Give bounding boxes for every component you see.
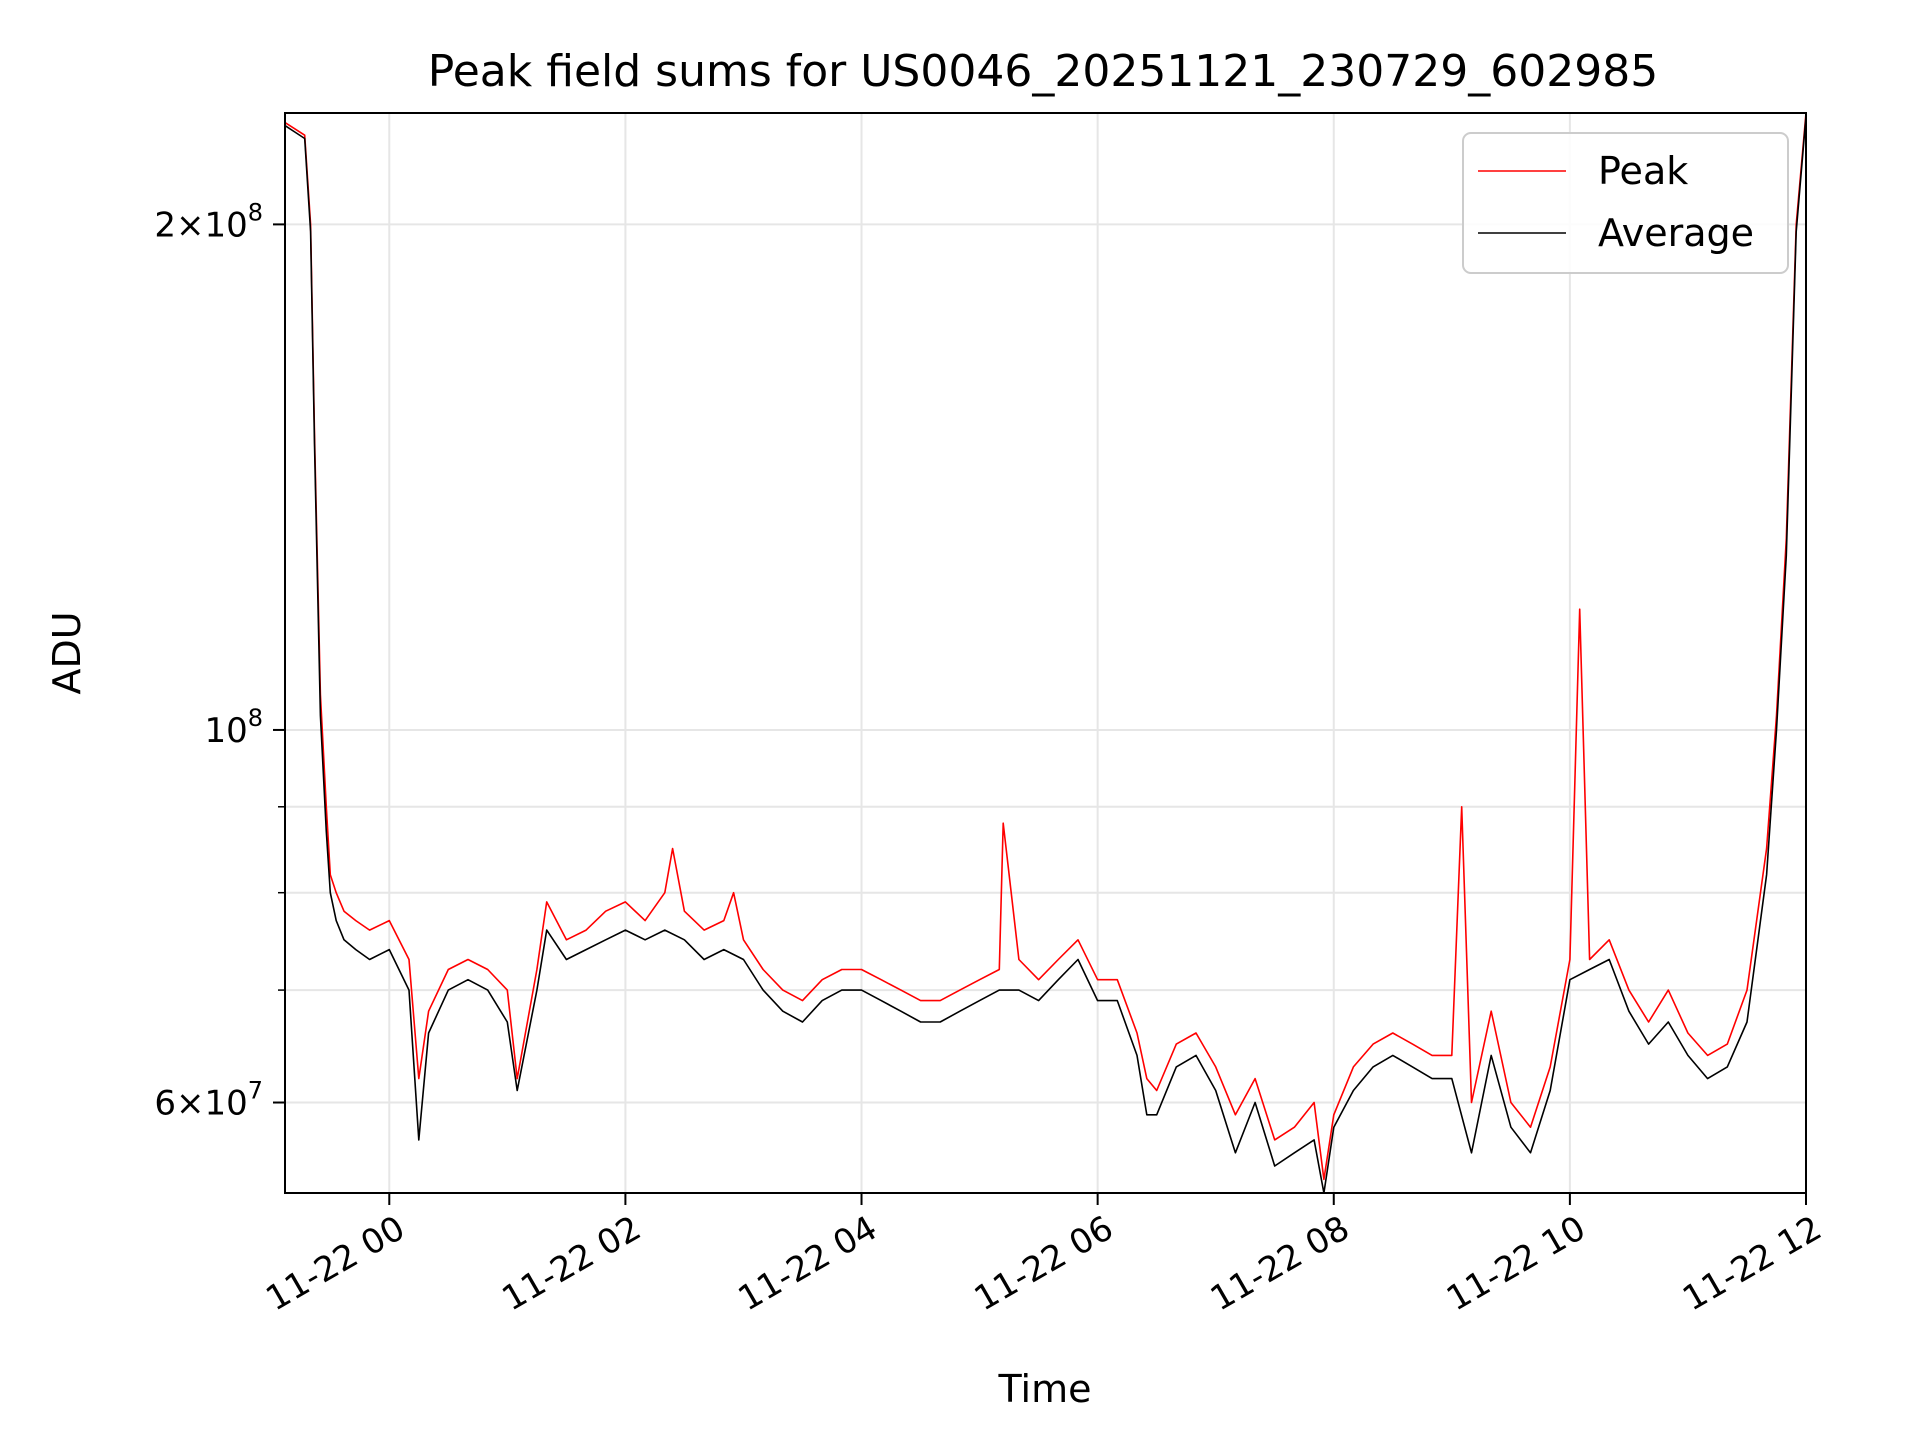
legend-label-average: Average <box>1598 211 1754 255</box>
x-axis-label: Time <box>998 1367 1092 1411</box>
y-tick-label-exponent: 7 <box>248 1077 263 1105</box>
series-line-average <box>285 116 1806 1193</box>
y-tick-label: 2×108 <box>154 198 263 245</box>
legend-label-peak: Peak <box>1598 149 1688 193</box>
grid <box>285 113 1807 1193</box>
y-tick-label-base: 6×10 <box>154 1084 247 1124</box>
chart-title: Peak field sums for US0046_20251121_2307… <box>428 46 1658 97</box>
y-tick-label-base: 2×10 <box>154 205 247 245</box>
y-tick-label: 6×107 <box>154 1077 263 1124</box>
y-tick-label-exponent: 8 <box>248 704 263 732</box>
y-axis-label: ADU <box>45 611 89 694</box>
y-tick-label: 108 <box>204 704 263 751</box>
legend-box <box>1462 132 1789 274</box>
y-tick-label-exponent: 8 <box>248 198 263 226</box>
y-tick-label-base: 10 <box>204 711 247 751</box>
plot-frame <box>284 112 1807 1194</box>
series-layer <box>285 113 1806 1193</box>
legend: Peak Average <box>1462 132 1789 274</box>
series-line-peak <box>285 113 1806 1181</box>
